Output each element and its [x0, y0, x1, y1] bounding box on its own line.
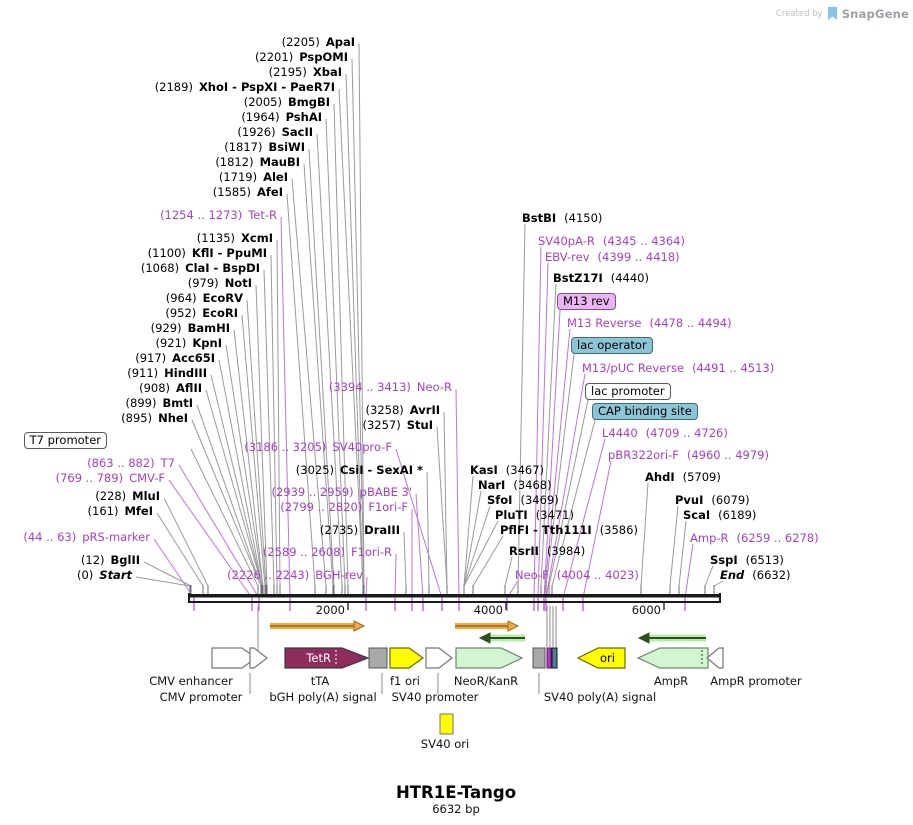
- leader-line-l4440: [562, 438, 606, 599]
- green-transcript-arrowhead: [637, 632, 650, 644]
- leader-line-pbr322ori-f: [582, 460, 612, 599]
- leader-line-xcmi: [276, 239, 281, 587]
- leader-line-mfei: [156, 512, 204, 587]
- backbone-line-bottom: [188, 601, 721, 603]
- feature-f1-ori: [389, 647, 425, 669]
- backbone-left-cap: [188, 593, 190, 603]
- feature-ampr: [636, 647, 709, 669]
- leader-line-ebv-rev: [537, 262, 549, 599]
- leader-line-mlui: [163, 497, 209, 587]
- feature-sv40-poly-a-signal: [532, 647, 546, 669]
- leader-line-acc65i: [218, 359, 263, 587]
- feature-cap-site-mini: [551, 647, 558, 669]
- leader-line-clai-bspdi: [263, 269, 275, 587]
- leader-line-draiii: [403, 531, 407, 587]
- leader-line-cap-binding-site: [551, 419, 596, 587]
- leader-line-scai: [678, 520, 687, 587]
- leader-line-kasi: [463, 475, 474, 587]
- leader-line-bmgbi: [333, 103, 349, 587]
- leader-line-sv40pa-r: [533, 246, 542, 599]
- orange-transcript-arrowhead: [507, 620, 520, 632]
- feature-ori-inner-label: ori: [600, 651, 615, 665]
- leader-line-cmv-f: [168, 479, 253, 599]
- leader-line-xhoi-pspxi-paer7i: [338, 88, 364, 587]
- leader-line-sacii: [316, 133, 343, 587]
- backbone-right-cap: [719, 593, 721, 603]
- leader-line-bglii: [143, 561, 192, 587]
- leader-line-bstbi: [517, 223, 526, 587]
- leader-line-alei: [291, 178, 327, 587]
- leader-line-m13-puc-reverse: [545, 373, 586, 599]
- leader-line-amp-r: [684, 543, 694, 599]
- feature-bgh-poly-a-signal: [368, 647, 388, 669]
- leader-line-pbabe-3: [415, 493, 424, 599]
- feature-sv40-ori: [439, 713, 454, 735]
- leader-line-noti: [255, 284, 268, 587]
- leader-line-pflfi-tth111i: [472, 535, 504, 587]
- leader-line-bamhi: [233, 329, 264, 587]
- leader-line-kfli-ppumi: [270, 254, 278, 587]
- leader-line-pluti: [463, 520, 499, 587]
- leader-line-start: [135, 576, 191, 587]
- feature-neor-kanr: [455, 647, 524, 669]
- leader-line-aflii: [205, 389, 263, 587]
- leader-line-nhei: [191, 419, 262, 587]
- leader-line-bstz17i: [540, 283, 557, 587]
- leader-line-sfoi: [463, 505, 491, 587]
- leader-line-m13-reverse: [543, 328, 571, 599]
- leader-line-f1ori-r: [394, 553, 397, 599]
- orange-transcript-arrowhead: [353, 620, 366, 632]
- feature-lac-operator-mini: [546, 647, 552, 669]
- leader-line-csii-sexai: [426, 471, 430, 587]
- leader-line-kpni: [225, 344, 264, 587]
- backbone-line-top: [188, 594, 721, 598]
- leader-line-end: [713, 580, 724, 587]
- leader-line-tet-r: [280, 216, 291, 599]
- leader-line-sspi: [704, 565, 714, 587]
- leader-line-avrii: [443, 411, 448, 587]
- leader-line-rsrii: [504, 556, 513, 587]
- leader-line-pshai: [325, 118, 346, 587]
- feature-sv40-promoter: [425, 647, 453, 669]
- leader-line-sv40pro-f: [395, 448, 443, 599]
- leader-line-pvui: [669, 505, 679, 587]
- green-transcript-arrowhead: [478, 632, 491, 644]
- feature-tta-inner-label: TetR: [305, 651, 331, 665]
- leader-line-prs-marker: [153, 538, 195, 599]
- leader-line-bmti: [196, 404, 262, 587]
- leader-line-afei: [286, 193, 316, 587]
- leader-line-t7: [178, 464, 260, 599]
- leader-line-apai: [358, 43, 365, 587]
- feature-tta: [284, 647, 370, 669]
- leader-line-ahdi: [640, 482, 649, 587]
- leader-line-lac-promoter: [548, 399, 589, 587]
- leader-line-hindiii: [210, 374, 263, 587]
- leader-line-ecori: [241, 314, 266, 587]
- leader-line-bsiwi: [308, 148, 335, 587]
- leader-line-m13-rev: [543, 309, 561, 599]
- feature-cmv-promoter: [249, 647, 268, 669]
- leader-line-pspomi: [351, 58, 365, 587]
- leader-line-t7-promoter: [190, 448, 259, 587]
- leader-line-stui: [436, 426, 448, 587]
- feature-ori: [576, 647, 626, 669]
- feature-cmv-enhancer: [211, 647, 258, 669]
- leader-line-neo-r: [455, 388, 460, 599]
- leader-line-lac-operator: [545, 353, 575, 587]
- feature-ampr-promoter: [706, 647, 724, 669]
- leader-line-maubi: [303, 163, 334, 587]
- leader-line-xbai: [345, 73, 364, 587]
- leader-line-ecorv: [246, 299, 267, 587]
- leader-line-nari: [463, 490, 482, 587]
